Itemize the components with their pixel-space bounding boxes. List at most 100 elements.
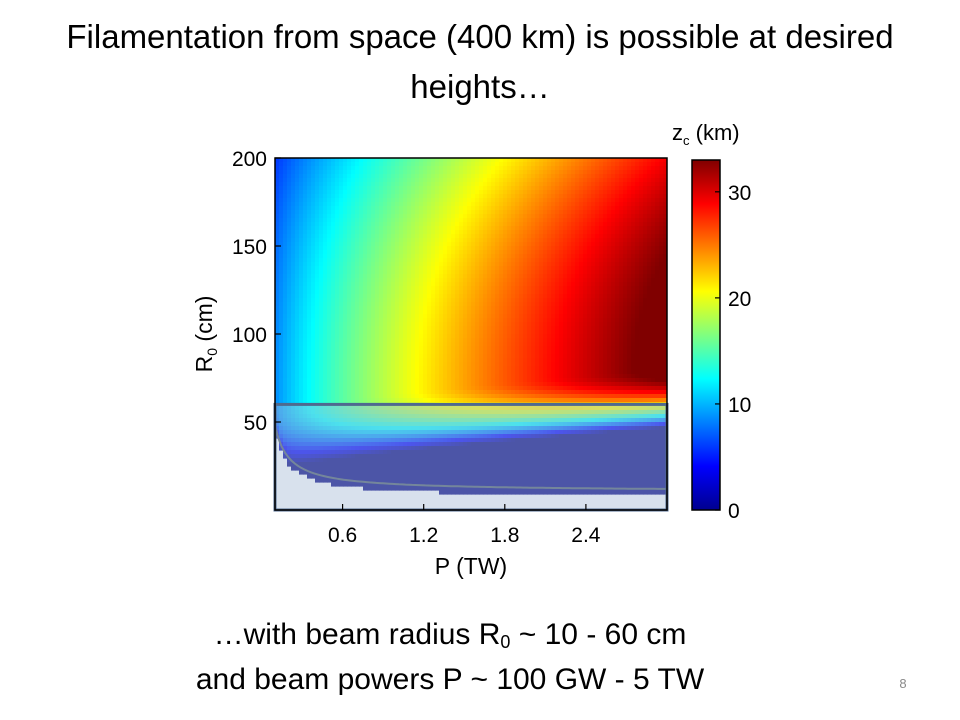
heatmap-cell bbox=[471, 278, 476, 283]
heatmap-cell bbox=[495, 306, 500, 311]
heatmap-cell bbox=[511, 198, 516, 203]
heatmap-cell bbox=[411, 214, 416, 219]
heatmap-cell bbox=[295, 350, 300, 355]
heatmap-cell bbox=[483, 174, 488, 179]
heatmap-cell bbox=[359, 174, 364, 179]
heatmap-cell bbox=[431, 450, 436, 455]
heatmap-cell bbox=[407, 398, 412, 403]
heatmap-cell bbox=[347, 446, 352, 451]
heatmap-cell bbox=[355, 222, 360, 227]
heatmap-cell bbox=[495, 470, 500, 475]
heatmap-cell bbox=[367, 450, 372, 455]
heatmap-cell bbox=[283, 198, 288, 203]
heatmap-cell bbox=[331, 186, 336, 191]
heatmap-cell bbox=[495, 322, 500, 327]
heatmap-cell bbox=[307, 434, 312, 439]
heatmap-cell bbox=[471, 358, 476, 363]
heatmap-cell bbox=[359, 410, 364, 415]
heatmap-cell bbox=[451, 250, 456, 255]
heatmap-cell bbox=[439, 282, 444, 287]
heatmap-cell bbox=[375, 394, 380, 399]
heatmap-cell bbox=[371, 290, 376, 295]
heatmap-cell bbox=[383, 270, 388, 275]
heatmap-cell bbox=[435, 198, 440, 203]
heatmap-cell bbox=[347, 286, 352, 291]
heatmap-cell bbox=[427, 226, 432, 231]
heatmap-cell bbox=[419, 162, 424, 167]
heatmap-cell bbox=[443, 230, 448, 235]
heatmap-cell bbox=[383, 486, 388, 491]
heatmap-cell bbox=[491, 406, 496, 411]
heatmap-cell bbox=[307, 294, 312, 299]
heatmap-cell bbox=[335, 210, 340, 215]
heatmap-cell bbox=[503, 238, 508, 243]
heatmap-cell bbox=[447, 490, 452, 495]
heatmap-cell bbox=[283, 286, 288, 291]
heatmap-cell bbox=[395, 170, 400, 175]
heatmap-cell bbox=[383, 302, 388, 307]
heatmap-cell bbox=[467, 234, 472, 239]
heatmap-cell bbox=[299, 302, 304, 307]
heatmap-cell bbox=[511, 226, 516, 231]
heatmap-cell bbox=[411, 206, 416, 211]
heatmap-cell bbox=[507, 442, 512, 447]
heatmap-cell bbox=[479, 442, 484, 447]
heatmap-cell bbox=[331, 338, 336, 343]
heatmap-cell bbox=[407, 454, 412, 459]
heatmap-cell bbox=[495, 434, 500, 439]
heatmap-cell bbox=[375, 278, 380, 283]
heatmap-cell bbox=[403, 342, 408, 347]
heatmap-cell bbox=[279, 254, 284, 259]
heatmap-cell bbox=[431, 194, 436, 199]
heatmap-cell bbox=[443, 334, 448, 339]
heatmap-cell bbox=[379, 206, 384, 211]
heatmap-cell bbox=[387, 366, 392, 371]
heatmap-cell bbox=[395, 346, 400, 351]
heatmap-cell bbox=[511, 350, 516, 355]
heatmap-cell bbox=[359, 254, 364, 259]
heatmap-cell bbox=[451, 318, 456, 323]
heatmap-cell bbox=[411, 178, 416, 183]
heatmap-cell bbox=[383, 358, 388, 363]
heatmap-cell bbox=[487, 286, 492, 291]
heatmap-cell bbox=[507, 470, 512, 475]
heatmap-cell bbox=[495, 346, 500, 351]
heatmap-cell bbox=[435, 462, 440, 467]
heatmap-cell bbox=[467, 322, 472, 327]
heatmap-cell bbox=[391, 354, 396, 359]
heatmap-cell bbox=[291, 310, 296, 315]
heatmap-cell bbox=[507, 362, 512, 367]
heatmap-cell bbox=[447, 410, 452, 415]
heatmap-cell bbox=[443, 318, 448, 323]
heatmap-cell bbox=[459, 354, 464, 359]
heatmap-cell bbox=[439, 418, 444, 423]
heatmap-cell bbox=[439, 434, 444, 439]
heatmap-cell bbox=[343, 162, 348, 167]
heatmap-cell bbox=[435, 230, 440, 235]
heatmap-cell bbox=[391, 306, 396, 311]
heatmap-cell bbox=[407, 194, 412, 199]
heatmap-cell bbox=[491, 330, 496, 335]
heatmap-cell bbox=[331, 386, 336, 391]
heatmap-cell bbox=[483, 166, 488, 171]
heatmap-cell bbox=[507, 390, 512, 395]
heatmap-cell bbox=[323, 158, 328, 163]
heatmap-cell bbox=[351, 378, 356, 383]
heatmap-cell bbox=[439, 354, 444, 359]
heatmap-cell bbox=[299, 346, 304, 351]
heatmap-cell bbox=[319, 294, 324, 299]
heatmap-cell bbox=[451, 474, 456, 479]
heatmap-cell bbox=[331, 450, 336, 455]
heatmap-cell bbox=[507, 474, 512, 479]
heatmap-cell bbox=[439, 390, 444, 395]
heatmap-cell bbox=[455, 218, 460, 223]
heatmap-cell bbox=[379, 286, 384, 291]
heatmap-cell bbox=[507, 414, 512, 419]
heatmap-cell bbox=[315, 334, 320, 339]
heatmap-cell bbox=[387, 434, 392, 439]
heatmap-cell bbox=[483, 330, 488, 335]
heatmap-cell bbox=[499, 366, 504, 371]
heatmap-cell bbox=[439, 362, 444, 367]
heatmap-cell bbox=[291, 362, 296, 367]
heatmap-cell bbox=[487, 274, 492, 279]
